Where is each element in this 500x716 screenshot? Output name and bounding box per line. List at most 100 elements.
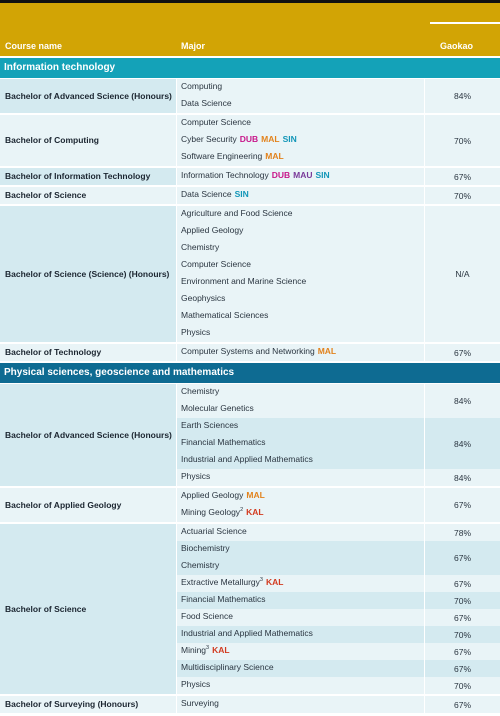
major-name: Computing [181,81,223,91]
major-cell: Information Technology DUB MAU SIN [177,168,424,185]
course-name: Bachelor of Science [0,187,176,204]
footnote-marker: 3 [259,577,263,584]
gaokao-score: 67% [425,344,500,361]
major-name: Biochemistry [181,543,230,553]
major-item: Chemistry [181,386,219,396]
major-item: Geophysics [181,293,225,303]
major-name: Financial Mathematics [181,437,266,447]
course-name: Bachelor of Surveying (Honours) [0,696,176,713]
major-cell: Extractive Metallurgy3 KAL [177,575,424,592]
top-border [0,0,500,3]
major-name: Multidisciplinary Science [181,662,274,672]
major-name: Computer Science [181,259,251,269]
major-item: Data Science SIN [181,189,249,199]
major-name: Computer Science [181,117,251,127]
section-title: Physical sciences, geoscience and mathem… [4,367,235,378]
gaokao-score: 67% [425,643,500,660]
major-cell: Applied Geology MAL Mining Geology2 KAL [177,488,424,522]
major-cell: Industrial and Applied Mathematics [177,626,424,643]
gaokao-score: 70% [425,592,500,609]
major-cell: Food Science [177,609,424,626]
major-item: Multidisciplinary Science [181,662,274,672]
major-name: Data Science [181,98,232,108]
table-header: Course name Major Gaokao [0,3,500,56]
section-header: Physical sciences, geoscience and mathem… [0,363,500,383]
major-item: Surveying [181,698,219,708]
gaokao-score: 67% [425,168,500,185]
major-name: Extractive Metallurgy [181,577,260,587]
major-name: Physics [181,327,211,337]
major-item: Applied Geology [181,225,243,235]
major-item: Mining3 KAL [181,645,230,655]
footnote-marker: 2 [240,507,244,514]
major-item: Extractive Metallurgy3 KAL [181,577,283,587]
major-name: Mining Geology [181,507,241,517]
major-name: Physics [181,471,211,481]
major-name: Applied Geology [181,490,244,500]
major-name: Computer Systems and Networking [181,346,315,356]
major-name: Chemistry [181,386,220,396]
major-item: Food Science [181,611,233,621]
gaokao-score: 70% [425,115,500,166]
major-cell: Physics [177,469,424,486]
major-cell: Physics [177,677,424,694]
gaokao-score: 67% [425,575,500,592]
major-item: Financial Mathematics [181,437,266,447]
major-name: Financial Mathematics [181,594,266,604]
major-item: Chemistry [181,560,219,570]
major-cell: Chemistry Molecular Genetics [177,384,424,418]
major-name: Physics [181,679,211,689]
gaokao-score: 67% [425,541,500,575]
campus-tag: SIN [282,134,297,144]
major-item: Industrial and Applied Mathematics [181,628,313,638]
major-item: Data Science [181,98,232,108]
gaokao-score: 67% [425,696,500,713]
major-cell: Data Science SIN [177,187,424,204]
major-cell: Computing Data Science [177,79,424,113]
major-name: Surveying [181,698,219,708]
campus-tag: KAL [212,645,230,655]
major-name: Industrial and Applied Mathematics [181,454,313,464]
major-name: Actuarial Science [181,526,247,536]
campus-tag: DUB [239,134,259,144]
major-item: Actuarial Science [181,526,247,536]
course-name-header: Course name [5,41,63,51]
campus-tag: MAL [261,134,280,144]
major-name: Chemistry [181,560,220,570]
major-item: Computer Science [181,259,251,269]
campus-tag: MAL [246,490,265,500]
gaokao-score: 70% [425,626,500,643]
course-name: Bachelor of Advanced Science (Honours) [0,79,176,113]
course-name: Bachelor of Advanced Science (Honours) [0,384,176,486]
major-item: Chemistry [181,242,219,252]
major-item: Information Technology DUB MAU SIN [181,170,330,180]
major-item: Agriculture and Food Science [181,208,293,218]
major-name: Earth Sciences [181,420,239,430]
major-item: Applied Geology MAL [181,490,265,500]
section-header: Information technology [0,58,500,78]
major-cell: Biochemistry Chemistry [177,541,424,575]
major-item: Biochemistry [181,543,230,553]
major-name: Information Technology [181,170,269,180]
gaokao-score: 84% [425,384,500,418]
campus-tag: SIN [315,170,330,180]
major-name: Environment and Marine Science [181,276,307,286]
major-item: Industrial and Applied Mathematics [181,454,313,464]
gaokao-score: 67% [425,660,500,677]
major-cell: Agriculture and Food Science Applied Geol… [177,206,424,342]
major-item: Earth Sciences [181,420,238,430]
major-name: Geophysics [181,293,226,303]
gaokao-score: 84% [425,79,500,113]
major-item: Mathematical Sciences [181,310,268,320]
major-item: Computer Systems and Networking MAL [181,346,336,356]
major-name: Mining [181,645,207,655]
major-name: Data Science [181,189,232,199]
major-name: Mathematical Sciences [181,310,269,320]
major-item: Computing [181,81,222,91]
major-item: Physics [181,471,210,481]
major-name: Food Science [181,611,233,621]
section-title: Information technology [4,62,116,73]
campus-tag: KAL [265,577,284,587]
course-name: Bachelor of Science [0,524,176,694]
campus-tag: MAU [293,170,313,180]
